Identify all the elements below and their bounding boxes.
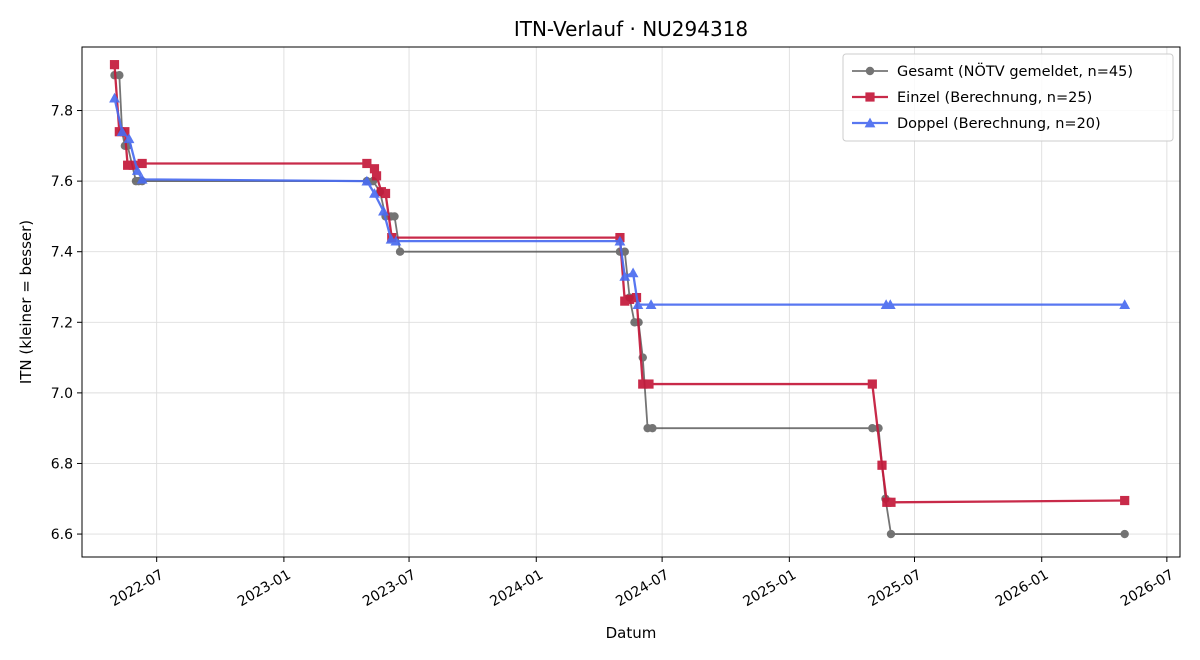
series-0-point [648, 423, 657, 433]
series-1-point [369, 164, 380, 174]
series-1-point [638, 379, 648, 389]
legend-marker [864, 117, 876, 128]
series-2-point [632, 299, 644, 309]
series-0-point [395, 247, 405, 256]
y-tick-label: 6.8 [51, 456, 73, 472]
series-2-point [369, 188, 380, 198]
legend-entry-1 [852, 92, 888, 102]
series-1-point [620, 296, 630, 306]
series-1-point [1120, 495, 1130, 506]
series-2-point [109, 92, 120, 103]
y-tick-label: 7.2 [51, 315, 73, 331]
series-1-point [128, 160, 138, 170]
legend-marker [865, 66, 875, 76]
legend-marker [865, 92, 875, 102]
legend: Gesamt (NÖTV gemeldet, n=45) Einzel (Bere… [842, 53, 1174, 142]
y-axis-label: ITN (kleiner = besser) [17, 220, 35, 384]
series-2-point [378, 205, 389, 216]
series-1-point [867, 379, 877, 389]
series-1-point [886, 497, 896, 507]
series-layer [109, 60, 1131, 539]
series-2-point [131, 165, 143, 175]
legend-entry-0 [852, 66, 888, 76]
y-tick-label: 6.6 [51, 527, 73, 543]
legend-entry-2 [852, 117, 888, 128]
series-2 [109, 92, 1131, 309]
series-1-point [380, 188, 391, 199]
series-1-point [877, 460, 887, 470]
series-2-point [614, 235, 626, 246]
series-1-point [625, 294, 635, 304]
series-2-point [645, 299, 657, 309]
series-1-point [123, 160, 133, 170]
series-1-point [362, 158, 372, 169]
series-2-point [116, 126, 128, 137]
legend-label: Doppel (Berechnung, n=20) [897, 116, 1101, 132]
series-2-point [619, 271, 631, 281]
y-tick-label: 7.0 [51, 386, 73, 402]
legend-label: Gesamt (NÖTV gemeldet, n=45) [897, 62, 1133, 80]
series-0-point [115, 71, 124, 80]
legend-label: Einzel (Berechnung, n=25) [897, 90, 1092, 106]
series-2-point [390, 235, 402, 246]
plot-frame [81, 46, 1181, 558]
series-2-point [136, 173, 148, 184]
series-1-point [644, 379, 654, 389]
y-tick-label: 7.4 [51, 245, 73, 261]
series-0-point [886, 529, 896, 539]
series-0-point [868, 423, 877, 433]
series-2-point [884, 299, 896, 309]
y-tick-label: 7.8 [51, 104, 73, 120]
series-2-point [361, 175, 373, 186]
series-2-point [1119, 299, 1131, 309]
series-0-point [390, 212, 399, 221]
chart-title: ITN-Verlauf · NU294318 [514, 17, 748, 41]
legend-box [842, 53, 1174, 142]
series-0-point [1120, 529, 1129, 539]
series-2-point [123, 133, 135, 144]
series-1-point [109, 60, 120, 70]
series-1-point [371, 171, 382, 181]
series-2-point [627, 267, 639, 278]
series-1-point [137, 158, 147, 169]
x-axis-label: Datum [606, 624, 657, 642]
y-tick-label: 7.6 [51, 174, 73, 190]
